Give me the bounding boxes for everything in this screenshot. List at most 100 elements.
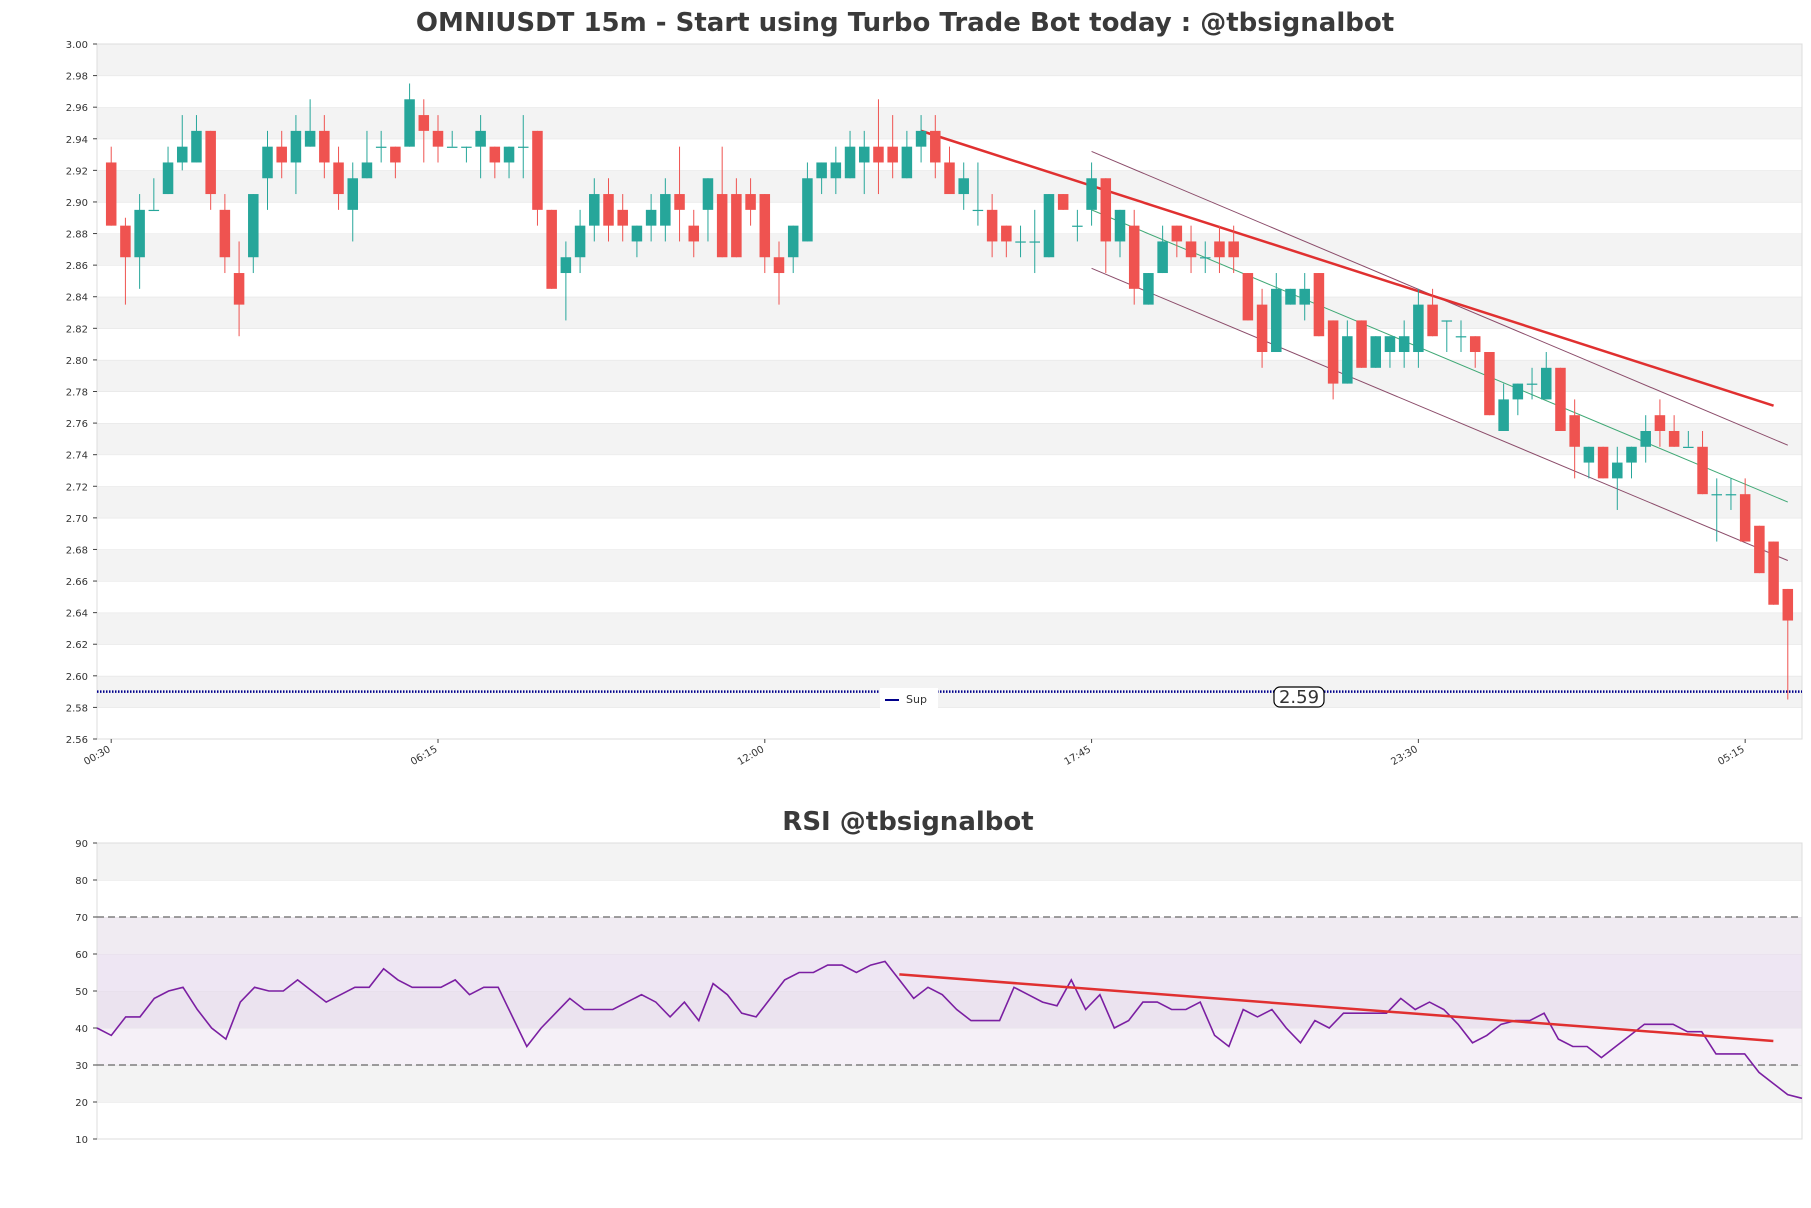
candle-body	[390, 146, 401, 163]
price-grid-band	[97, 612, 1802, 645]
rsi-y-tick-label: 30	[75, 1061, 88, 1072]
candle-body	[702, 178, 714, 210]
candle-body	[560, 257, 572, 274]
candle-body	[148, 209, 160, 212]
price-y-tick-label: 2.82	[66, 324, 88, 335]
candle-body	[162, 162, 174, 195]
candle-body	[1143, 273, 1154, 305]
candle-body	[1441, 320, 1453, 322]
rsi-trend-line	[899, 973, 1774, 1043]
candle-body	[1242, 273, 1254, 321]
candle-body	[248, 194, 259, 258]
price-grid-band	[97, 517, 1802, 550]
price-chart-title: OMNIUSDT 15m - Start using Turbo Trade B…	[416, 8, 1394, 38]
rsi-y-tick-label: 40	[75, 1024, 88, 1035]
candle-body	[1370, 336, 1382, 368]
price-grid-band	[97, 265, 1802, 297]
candle-body	[844, 146, 856, 179]
candle-body	[858, 146, 870, 163]
candle-body	[517, 146, 529, 148]
candle-body	[347, 178, 359, 210]
candle-body	[674, 194, 685, 210]
candle-body	[830, 162, 842, 179]
support-legend-box	[880, 688, 938, 710]
candle-body	[660, 194, 671, 226]
rsi-grid-band	[97, 1065, 1802, 1102]
price-y-tick-label: 2.56	[66, 735, 88, 746]
price-y-tick-label: 2.58	[66, 703, 88, 714]
price-grid-band	[97, 107, 1802, 139]
price-grid-band	[97, 486, 1802, 518]
price-y-tick-label: 2.88	[66, 230, 88, 241]
candle-body	[1427, 304, 1438, 337]
candle-body	[475, 130, 486, 147]
price-y-tick-label: 2.62	[66, 640, 88, 651]
price-x-axis: 00:30 06:15 12:00 17:45 23:30 05:15	[82, 739, 1747, 768]
candle-body	[1455, 336, 1467, 338]
candle-body	[333, 162, 344, 195]
candle-body	[1256, 304, 1268, 353]
rsi-y-tick-label: 60	[75, 950, 88, 961]
channel-mid-line	[1091, 209, 1788, 503]
candle-body	[1271, 288, 1282, 353]
candle-body	[1100, 178, 1112, 242]
candle-body	[489, 146, 501, 163]
price-x-tick-label: 17:45	[1063, 744, 1093, 768]
candle-body	[219, 209, 231, 258]
rsi-chart-title: RSI @tbsignalbot	[782, 807, 1033, 837]
candle-body	[1654, 415, 1666, 431]
candle-body	[574, 225, 586, 258]
candle-body	[603, 194, 614, 226]
candle-body	[1540, 367, 1552, 400]
candle-body	[105, 162, 117, 226]
price-y-tick-label: 2.70	[66, 514, 88, 525]
price-grid-band	[97, 201, 1802, 234]
rsi-line-layer	[96, 960, 1803, 1100]
candle-body	[631, 225, 643, 242]
candle-body	[731, 194, 742, 258]
price-grid-band	[97, 296, 1802, 329]
candle-body	[1015, 241, 1026, 243]
price-y-tick-label: 2.60	[66, 672, 88, 683]
rsi-y-tick-label: 90	[75, 839, 88, 850]
rsi-y-tick-label: 10	[75, 1135, 88, 1146]
candle-body	[233, 273, 245, 305]
candle-body	[1498, 399, 1509, 431]
price-trend-line	[920, 129, 1774, 407]
candle-body	[645, 209, 657, 226]
rsi-grid-band	[97, 843, 1802, 880]
rsi-grid-bands	[97, 842, 1802, 1139]
rsi-grid-band	[97, 1102, 1802, 1139]
candle-body	[915, 130, 927, 147]
candle-body	[1299, 288, 1310, 305]
candle-body	[1626, 446, 1637, 463]
candle-body	[1057, 194, 1069, 210]
candle-body	[461, 146, 472, 148]
candle-body	[1469, 336, 1481, 353]
support-value-label: 2.59	[1279, 687, 1319, 708]
candle-body	[1043, 194, 1055, 258]
candle-body	[688, 225, 700, 242]
candle-body	[532, 130, 543, 210]
price-y-tick-label: 2.78	[66, 388, 88, 399]
channel-lower-line	[1091, 267, 1788, 561]
price-y-tick-label: 2.94	[66, 135, 88, 146]
price-grid-band	[97, 549, 1802, 582]
candle-body	[1327, 320, 1339, 384]
candle-body	[802, 178, 813, 242]
candle-body	[1114, 209, 1126, 242]
price-grid-band	[97, 44, 1802, 76]
candle-body	[375, 146, 387, 148]
price-y-tick-label: 2.86	[66, 261, 88, 272]
price-y-tick-label: 2.84	[66, 293, 88, 304]
candle-body	[262, 146, 273, 179]
candle-body	[773, 257, 785, 274]
candle-body	[1029, 241, 1041, 243]
candle-body	[816, 162, 827, 179]
rsi-y-tick-label: 50	[75, 987, 88, 998]
price-y-tick-label: 2.96	[66, 103, 88, 114]
price-x-tick-label: 06:15	[409, 744, 439, 768]
rsi-grid-band	[97, 880, 1802, 917]
candle-body	[503, 146, 515, 163]
